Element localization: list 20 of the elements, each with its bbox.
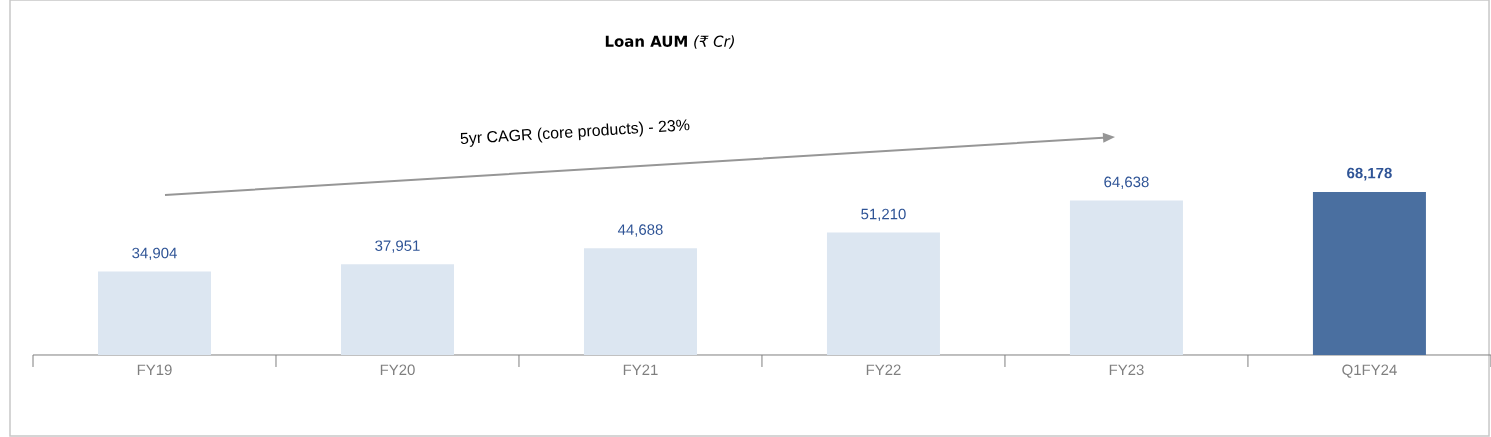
x-tick-label: Q1FY24 — [1342, 364, 1397, 378]
bar — [826, 232, 940, 355]
x-tick-label: FY19 — [137, 364, 172, 376]
bar — [97, 271, 211, 355]
data-label: 37,951 — [375, 240, 420, 253]
bar — [340, 264, 454, 355]
data-label: 64,638 — [1104, 176, 1149, 189]
data-label: 34,904 — [132, 247, 177, 261]
data-label: 51,210 — [861, 208, 906, 222]
x-tick-label: FY22 — [866, 364, 901, 375]
data-label: 68,178 — [1347, 167, 1392, 181]
text: 5yr CAGR (core products) - 23% — [460, 119, 690, 147]
x-tick-label: FY21 — [623, 364, 658, 375]
x-tick-label: FY23 — [1109, 364, 1144, 376]
x-tick-label: FY20 — [380, 364, 415, 376]
chart-title: Loan AUM (₹ Cr) — [605, 35, 734, 49]
bar — [1069, 200, 1183, 355]
bar — [1312, 192, 1426, 355]
data-label: 44,688 — [617, 224, 663, 237]
bar — [583, 248, 697, 355]
